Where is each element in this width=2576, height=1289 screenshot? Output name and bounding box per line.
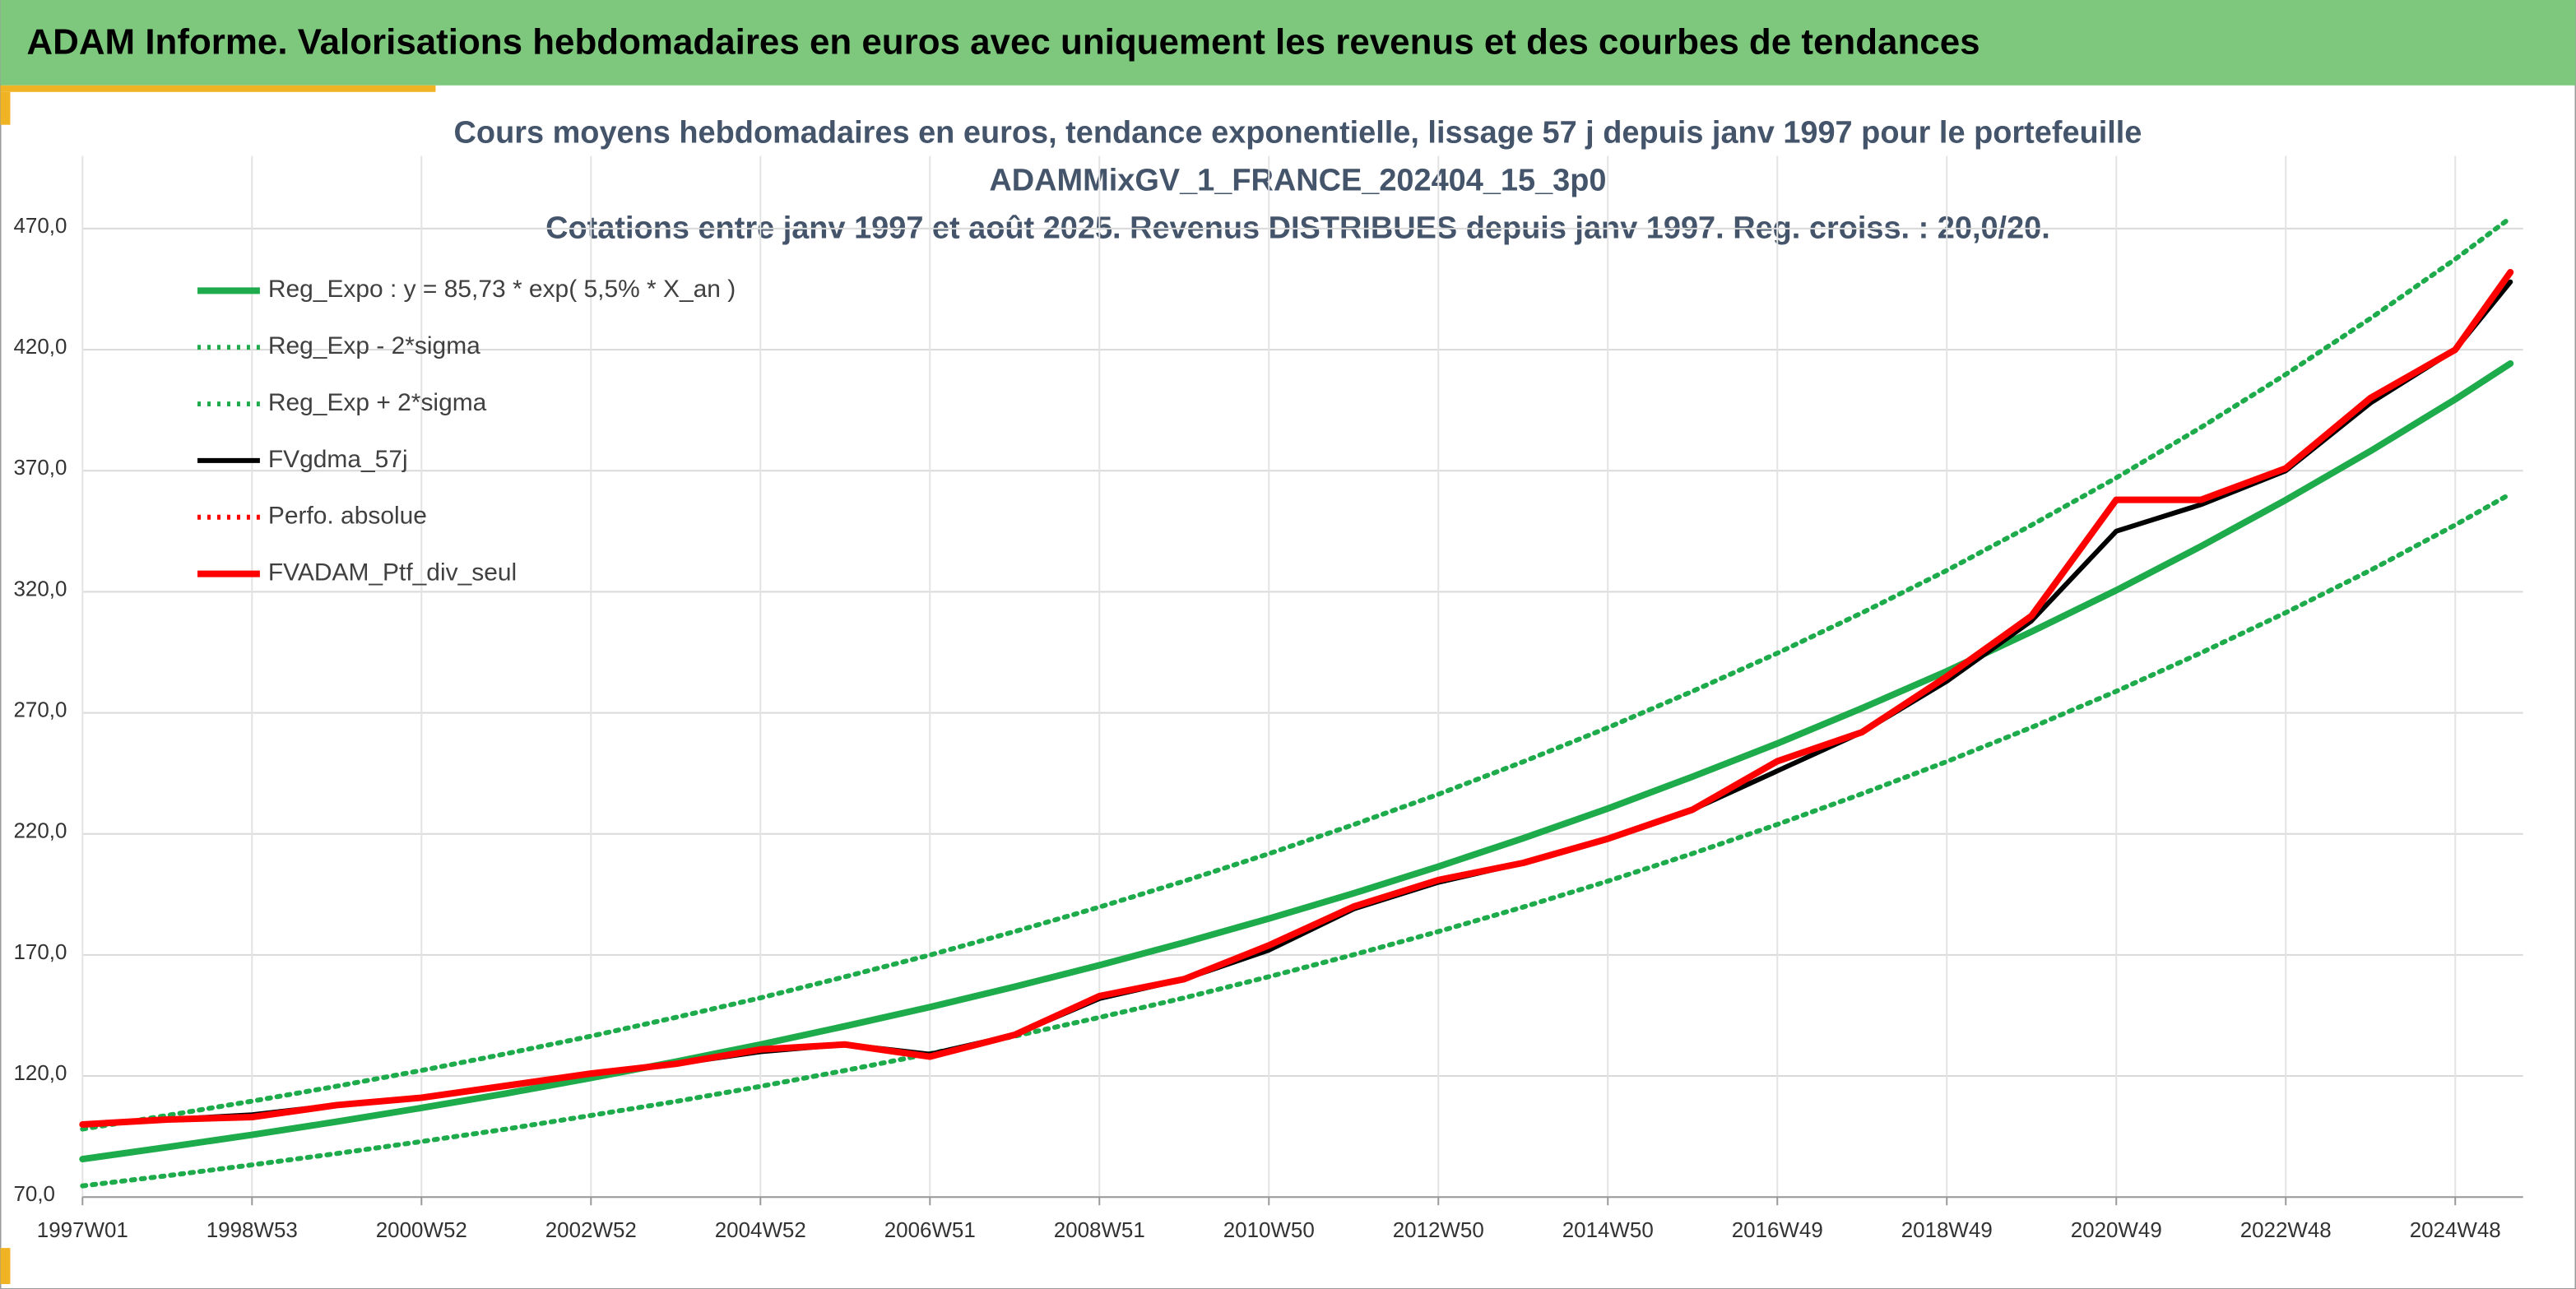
x-tick-label: 2010W50 [1223,1219,1315,1242]
chart-title: ADAMMixGV_1_FRANCE_202404_15_3p0 [989,164,1606,198]
series-line [80,491,2513,1189]
x-tick-label: 2020W49 [2071,1219,2162,1242]
y-tick-label: 70,0 [13,1183,54,1206]
y-tick-label: 120,0 [13,1062,67,1085]
legend-label: Perfo. absolue [268,503,427,530]
x-tick-label: 2016W49 [1732,1219,1823,1242]
y-tick-label: 420,0 [13,336,67,359]
x-tick-label: 2008W51 [1054,1219,1145,1242]
legend-label: Reg_Expo : y = 85,73 * exp( 5,5% * X_an … [268,276,736,303]
series-line [79,268,2514,1128]
accent [0,85,436,92]
x-tick-label: 2002W52 [545,1219,637,1242]
x-tick-label: 2000W52 [376,1219,467,1242]
header-title: ADAM Informe. Valorisations hebdomadaire… [26,21,1980,62]
y-tick-label: 470,0 [13,215,67,238]
legend-label: FVgdma_57j [268,446,408,473]
x-tick-label: 2012W50 [1393,1219,1484,1242]
legend-label: Reg_Exp - 2*sigma [268,332,480,359]
x-tick-label: 1998W53 [207,1219,298,1242]
x-tick-label: 2018W49 [1901,1219,1993,1242]
x-tick-label: 2014W50 [1562,1219,1654,1242]
chart-title: Cours moyens hebdomadaires en euros, ten… [454,116,2142,151]
y-tick-label: 270,0 [13,698,67,721]
x-tick-label: 2022W48 [2240,1219,2332,1242]
x-tick-label: 1997W01 [37,1219,128,1242]
accent [0,91,11,125]
y-tick-label: 320,0 [13,577,67,600]
x-tick-label: 2024W48 [2410,1219,2501,1242]
series-line [80,215,2513,1132]
series-line [79,359,2514,1163]
y-tick-label: 220,0 [13,820,67,843]
legend-label: Reg_Exp + 2*sigma [268,389,487,416]
legend-label: FVADAM_Ptf_div_seul [268,559,517,587]
accent [0,1248,11,1285]
y-tick-label: 170,0 [13,941,67,964]
header-bar [0,0,2576,86]
x-tick-label: 2004W52 [715,1219,806,1242]
y-tick-label: 370,0 [13,457,67,480]
x-tick-label: 2006W51 [884,1219,976,1242]
